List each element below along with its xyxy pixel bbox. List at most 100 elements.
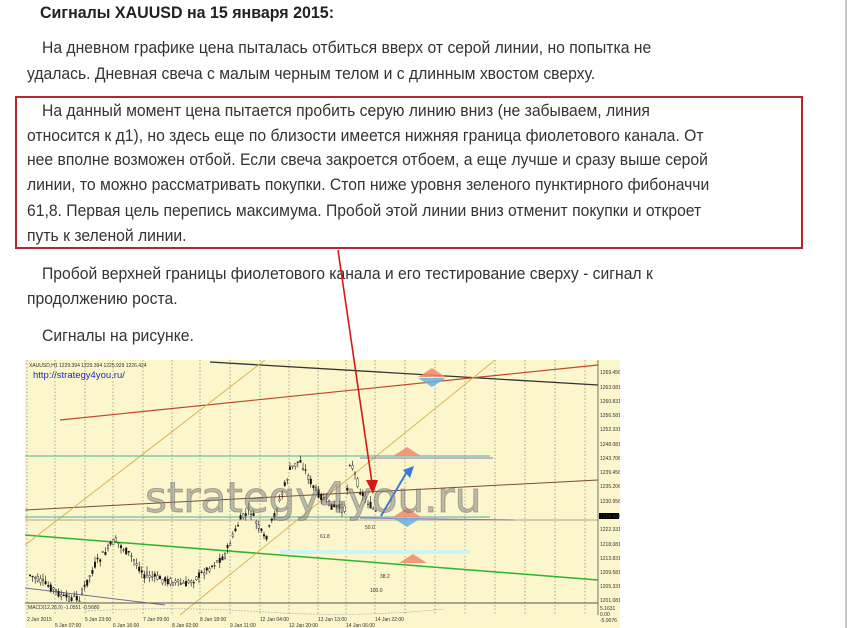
candle-body [169, 578, 172, 585]
candle-body [312, 485, 315, 489]
candle-body [244, 513, 247, 516]
price-label: 1263.081 [600, 385, 620, 391]
candle-body [65, 594, 68, 598]
candle-body [78, 600, 81, 602]
chart-header: XAUUSD,H1 1229.394 1229.394 1225.929 122… [29, 363, 147, 369]
candle-body [135, 563, 138, 566]
candle-body [348, 464, 351, 467]
candle-body [221, 556, 224, 561]
date-label: 14 Jan 22:00 [375, 617, 404, 623]
candle-body [88, 575, 91, 578]
candle-body [138, 566, 141, 572]
price-axis: 1269.456 1263.081 1260.831 1256.581 1252.331… [599, 370, 620, 624]
paragraph-2-line: 61,8. Первая цель перепись максимума. Пр… [27, 202, 702, 220]
macd-axis-label: 0.00 [600, 612, 610, 618]
candle-body [309, 478, 312, 485]
date-label: 12 Jan 20:00 [289, 623, 318, 628]
candle-body [203, 572, 206, 576]
paragraph-2-line: относится к д1), но здесь еще по близост… [27, 127, 704, 145]
price-label: 1222.331 [600, 527, 620, 533]
date-label: 6 Jan 16:00 [113, 623, 139, 628]
purple-channel-line [359, 517, 516, 521]
candle-body [239, 515, 242, 520]
chart-trendlines: 61.8 38.2 50.0 100.0 [25, 360, 599, 616]
price-label: 1205.331 [600, 584, 620, 590]
macd-axis-label: 5.1631 [600, 606, 616, 612]
candle-body [369, 501, 372, 509]
candle-body [158, 576, 161, 580]
black-trendline [209, 361, 599, 386]
candle-body [101, 551, 104, 553]
candle-body [255, 521, 258, 524]
price-label: 1239.456 [600, 470, 620, 476]
sell-triangle [418, 368, 446, 377]
candle-body [174, 580, 177, 583]
candle-body [104, 552, 107, 555]
candle-body [247, 507, 250, 510]
candle-body [234, 528, 237, 532]
candle-body [132, 559, 135, 561]
candle-body [31, 575, 34, 578]
site-link[interactable]: http://strategy4you.ru/ [33, 370, 125, 381]
candle-body [119, 545, 122, 549]
candle-body [190, 580, 193, 583]
candle-body [231, 533, 234, 537]
price-label: 1235.206 [600, 484, 620, 490]
candle-body [315, 487, 318, 491]
macd-line [84, 608, 446, 615]
candle-body [236, 525, 239, 527]
candle-body [278, 498, 281, 501]
candle-body [112, 539, 115, 545]
candle-body [42, 579, 45, 581]
candle-body [304, 469, 307, 471]
candle-body [114, 537, 117, 542]
candle-body [130, 555, 133, 557]
candle-body [192, 582, 195, 584]
page-scrollbar[interactable] [845, 0, 847, 628]
candle-body [262, 534, 265, 537]
date-label: 7 Jan 09:00 [143, 617, 169, 623]
candle-body [218, 557, 221, 563]
candle-body [55, 589, 58, 591]
candle-body [109, 541, 112, 545]
candle-body [96, 557, 99, 560]
candle-body [106, 544, 109, 549]
candle-body [122, 549, 125, 551]
candle-body [325, 497, 328, 499]
paragraph-3-line: Пробой верхней границы фиолетового канал… [42, 265, 653, 283]
macd-axis-label: -5.9076 [600, 618, 617, 624]
candle-body [273, 513, 276, 518]
candle-body [166, 578, 169, 585]
paragraph-1-line: На дневном графике цена пыталась отбитьс… [42, 39, 652, 57]
candle-body [210, 565, 213, 567]
candle-body [286, 479, 289, 481]
candle-body [187, 580, 190, 584]
candle-body [164, 577, 167, 582]
sell-triangle [393, 447, 421, 456]
candle-body [333, 504, 336, 508]
fibo-label: 50.0 [365, 525, 375, 531]
candle-body [117, 542, 120, 544]
candle-body [47, 585, 50, 587]
paragraph-2-line: нее вполне возможен отбой. Если свеча за… [27, 151, 708, 169]
candle-body [299, 460, 302, 463]
candle-body [177, 579, 180, 583]
candle-body [200, 571, 203, 573]
price-label: 1269.456 [600, 370, 620, 376]
sell-triangle [399, 554, 427, 563]
chart-candles [28, 455, 377, 602]
candle-body [49, 584, 52, 592]
channel-line [25, 360, 266, 546]
candle-body [99, 559, 102, 562]
candle-body [268, 525, 271, 527]
date-label: 5 Jan 07:00 [55, 623, 81, 628]
chart-image: 61.8 38.2 50.0 100.0 strategy4you.ru XAUUSD… [25, 360, 620, 628]
buy-triangle [418, 378, 446, 387]
candle-body [151, 576, 154, 578]
date-label: 8 Jan 02:00 [172, 623, 198, 628]
paragraph-1-line: удалась. Дневная свеча с малым черным те… [27, 65, 596, 83]
candle-body [252, 513, 255, 516]
paragraph-2-line: путь к зеленой линии. [27, 227, 187, 245]
candle-body [322, 497, 325, 501]
candle-body [36, 576, 39, 582]
